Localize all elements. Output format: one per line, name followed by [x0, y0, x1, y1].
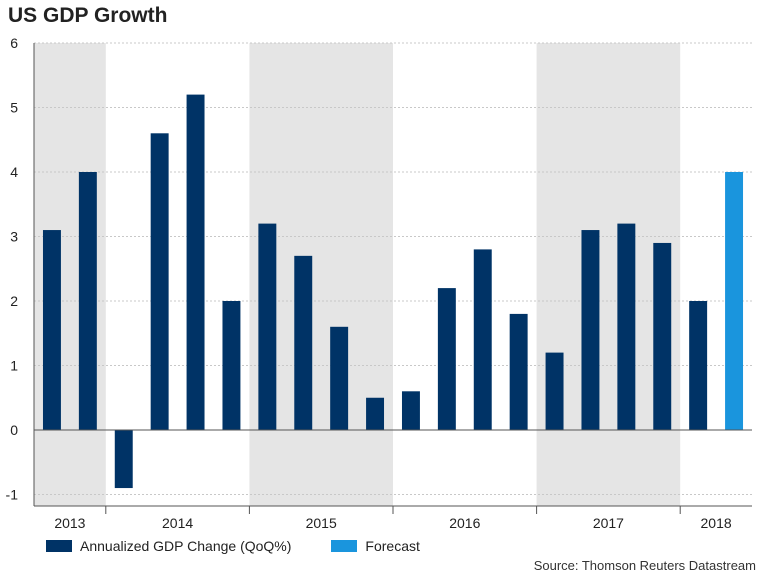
bar-actual [114, 430, 133, 489]
legend-swatch-actual [46, 540, 72, 552]
bar-actual [653, 242, 672, 430]
bar-actual [150, 133, 169, 431]
y-tick-label: -1 [6, 487, 19, 503]
y-tick-label: 0 [10, 422, 18, 438]
bar-actual [473, 249, 492, 430]
x-tick-label-2014: 2014 [162, 515, 193, 531]
bar-actual [617, 223, 636, 430]
y-tick-label: 4 [10, 164, 18, 180]
bar-actual [366, 397, 385, 430]
bar-actual [437, 288, 456, 430]
bar-actual [509, 313, 528, 430]
source-note: Source: Thomson Reuters Datastream [533, 558, 756, 573]
x-tick-label-2018: 2018 [701, 515, 732, 531]
bar-forecast [725, 172, 744, 430]
y-tick-label: 2 [10, 293, 18, 309]
legend-swatch-forecast [331, 540, 358, 552]
legend-item-forecast: Forecast [331, 538, 420, 554]
y-tick-label: 3 [10, 229, 18, 245]
legend: Annualized GDP Change (QoQ%) Forecast [46, 538, 420, 554]
bar-actual [401, 391, 420, 430]
bar-actual [294, 255, 313, 430]
bar-actual [689, 301, 708, 430]
x-tick-label-2017: 2017 [593, 515, 624, 531]
bar-actual [222, 301, 241, 430]
legend-item-actual: Annualized GDP Change (QoQ%) [46, 538, 291, 554]
bar-actual [545, 352, 564, 430]
legend-label-actual: Annualized GDP Change (QoQ%) [80, 538, 292, 554]
bar-actual [330, 326, 349, 430]
x-tick-label-2013: 2013 [54, 515, 85, 531]
bar-actual [42, 230, 61, 430]
chart-title: US GDP Growth [8, 4, 168, 27]
bar-actual [186, 94, 205, 430]
x-tick-label-2016: 2016 [449, 515, 480, 531]
y-tick-label: 6 [10, 35, 18, 51]
y-tick-label: 1 [10, 358, 18, 374]
bar-actual [78, 172, 97, 430]
bar-actual [258, 223, 277, 430]
bar-actual [581, 230, 600, 430]
x-tick-label-2015: 2015 [306, 515, 337, 531]
legend-label-forecast: Forecast [365, 538, 420, 554]
y-tick-label: 5 [10, 100, 18, 116]
